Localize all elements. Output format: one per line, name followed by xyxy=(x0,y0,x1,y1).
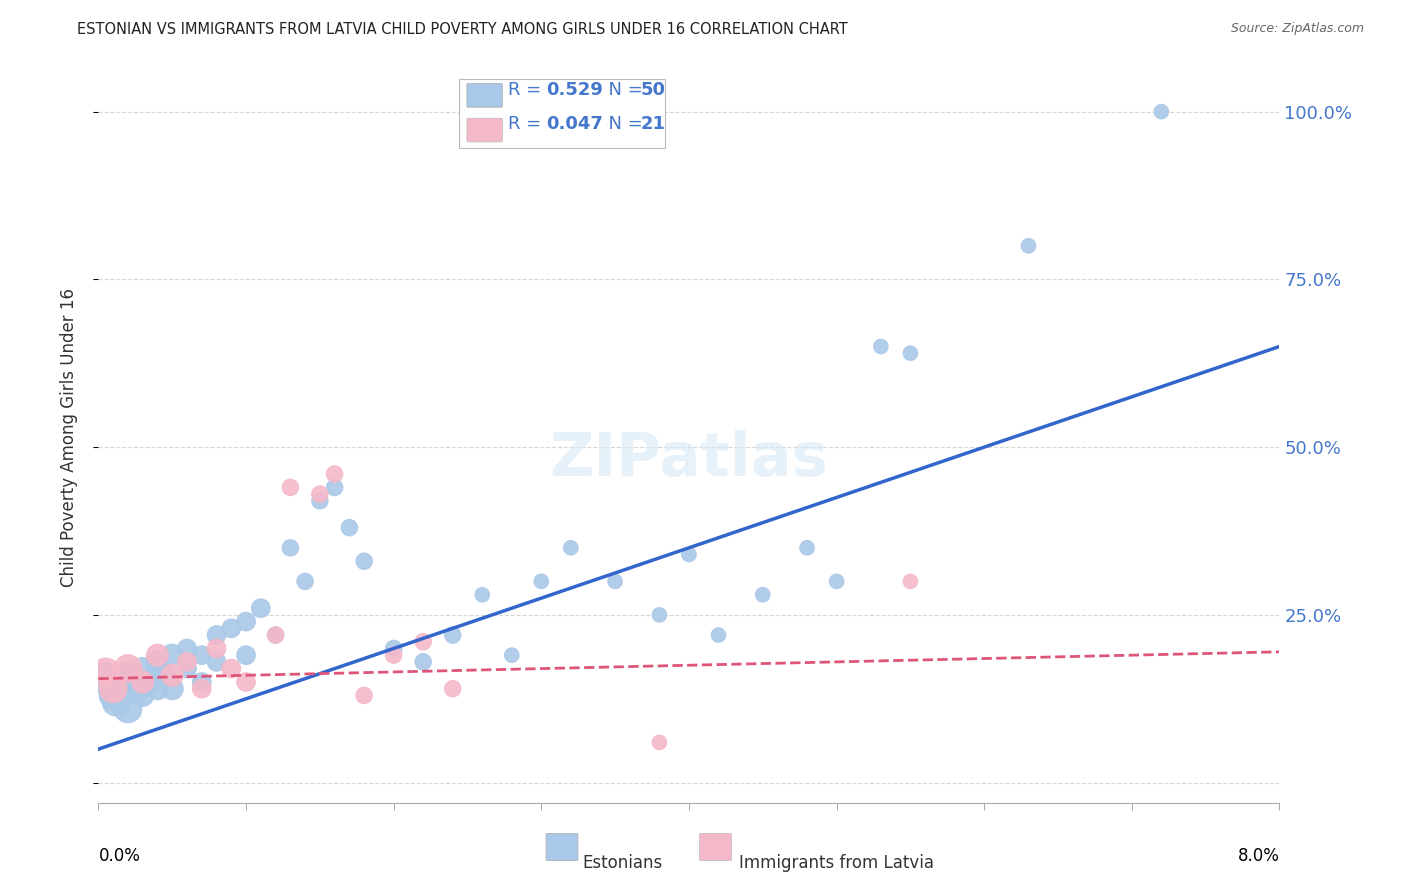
Point xyxy=(132,675,155,690)
Point xyxy=(353,554,375,568)
Point xyxy=(560,541,582,555)
Point xyxy=(235,615,257,629)
Text: Estonians: Estonians xyxy=(582,854,662,872)
Point xyxy=(264,628,287,642)
Point xyxy=(146,648,169,662)
Point xyxy=(103,681,125,696)
Point xyxy=(162,668,183,682)
Point xyxy=(441,628,464,642)
Text: 0.529: 0.529 xyxy=(546,80,603,99)
Point xyxy=(235,648,257,662)
Text: ZIPatlas: ZIPatlas xyxy=(550,430,828,489)
Point xyxy=(900,574,922,589)
Point xyxy=(707,628,730,642)
FancyBboxPatch shape xyxy=(546,833,578,861)
Text: ESTONIAN VS IMMIGRANTS FROM LATVIA CHILD POVERTY AMONG GIRLS UNDER 16 CORRELATIO: ESTONIAN VS IMMIGRANTS FROM LATVIA CHILD… xyxy=(77,22,848,37)
Point xyxy=(221,621,243,635)
Point xyxy=(648,607,671,622)
Point xyxy=(117,668,139,682)
Text: N =: N = xyxy=(596,115,648,133)
Text: 8.0%: 8.0% xyxy=(1237,847,1279,864)
Point xyxy=(353,689,375,703)
Point xyxy=(382,648,405,662)
FancyBboxPatch shape xyxy=(458,78,665,148)
Point xyxy=(900,346,922,360)
FancyBboxPatch shape xyxy=(467,119,502,142)
Point xyxy=(294,574,316,589)
Point xyxy=(1018,239,1040,253)
Point xyxy=(176,641,198,656)
Point xyxy=(139,675,162,690)
Point xyxy=(103,689,125,703)
Y-axis label: Child Poverty Among Girls Under 16: Child Poverty Among Girls Under 16 xyxy=(59,287,77,587)
Point xyxy=(117,702,139,716)
Point xyxy=(412,655,434,669)
Point xyxy=(648,735,671,749)
Point xyxy=(323,480,346,494)
Text: R =: R = xyxy=(508,115,547,133)
Point xyxy=(191,681,214,696)
Point xyxy=(94,665,117,679)
Point xyxy=(280,480,302,494)
Text: 21: 21 xyxy=(641,115,665,133)
Point xyxy=(105,695,128,709)
Point xyxy=(176,655,198,669)
Point xyxy=(339,521,361,535)
Point xyxy=(146,681,169,696)
Point xyxy=(323,467,346,481)
Point xyxy=(471,588,494,602)
Point xyxy=(870,339,893,353)
Point xyxy=(441,681,464,696)
Text: Source: ZipAtlas.com: Source: ZipAtlas.com xyxy=(1230,22,1364,36)
Point xyxy=(205,655,228,669)
Point xyxy=(132,662,155,676)
Point xyxy=(110,681,132,696)
Point xyxy=(280,541,302,555)
Text: 50: 50 xyxy=(641,80,665,99)
Point xyxy=(132,689,155,703)
Point xyxy=(205,628,228,642)
Point xyxy=(117,662,139,676)
Point xyxy=(146,655,169,669)
Point xyxy=(678,548,700,562)
Point xyxy=(162,681,183,696)
Point xyxy=(1150,104,1173,119)
Text: N =: N = xyxy=(596,80,648,99)
Point xyxy=(382,641,405,656)
Point xyxy=(235,675,257,690)
Text: 0.0%: 0.0% xyxy=(98,847,141,864)
Point xyxy=(191,648,214,662)
Point xyxy=(412,634,434,648)
Point xyxy=(176,662,198,676)
Point xyxy=(94,672,117,686)
FancyBboxPatch shape xyxy=(467,84,502,107)
Point xyxy=(191,675,214,690)
Point xyxy=(124,681,146,696)
FancyBboxPatch shape xyxy=(700,833,731,861)
Text: Immigrants from Latvia: Immigrants from Latvia xyxy=(738,854,934,872)
Point xyxy=(153,668,176,682)
Point xyxy=(221,662,243,676)
Point xyxy=(162,648,183,662)
Point xyxy=(309,487,332,501)
Text: R =: R = xyxy=(508,80,547,99)
Point xyxy=(264,628,287,642)
Point xyxy=(309,493,332,508)
Point xyxy=(825,574,848,589)
Point xyxy=(530,574,553,589)
Point xyxy=(501,648,523,662)
Point xyxy=(796,541,818,555)
Text: 0.047: 0.047 xyxy=(546,115,603,133)
Point xyxy=(250,601,273,615)
Point xyxy=(752,588,775,602)
Point xyxy=(605,574,627,589)
Point xyxy=(205,641,228,656)
